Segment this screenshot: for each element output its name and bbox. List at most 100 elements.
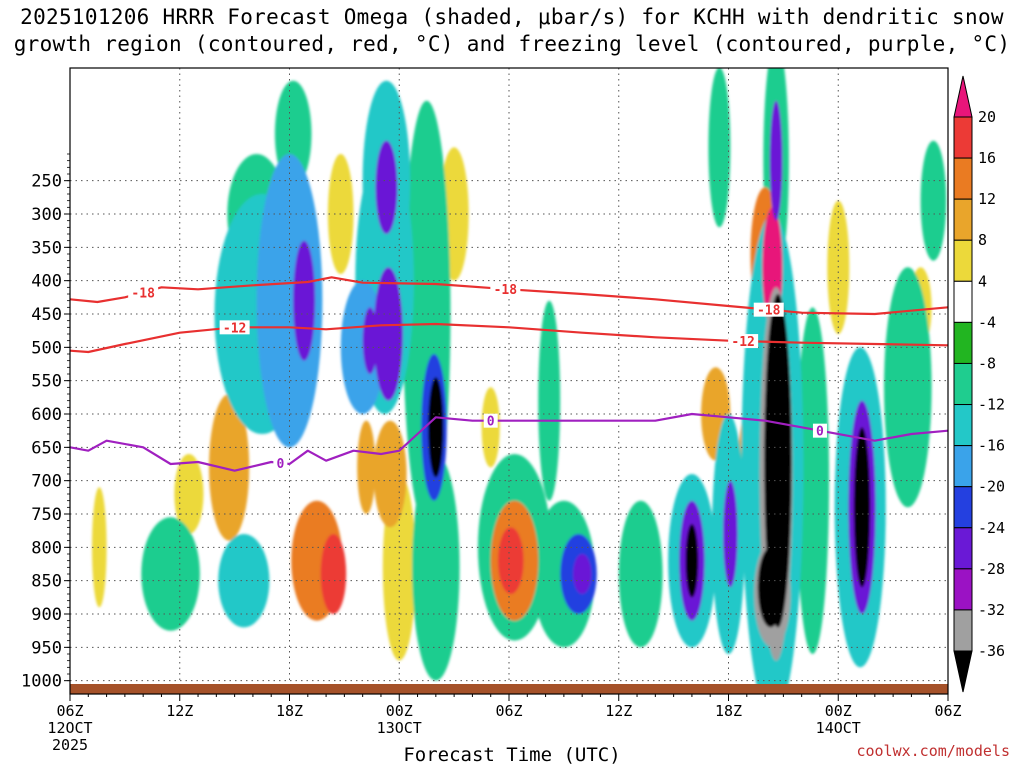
y-tick-label-650: 650: [31, 438, 62, 458]
y-tick-label-700: 700: [31, 472, 62, 492]
omega-cell-53: [723, 480, 738, 588]
x-tick-label-18-0: 00Z: [386, 702, 413, 720]
y-tick-label-950: 950: [31, 638, 62, 658]
temperature-contours: -18 -18 -18 -12 -12 0 0 0: [70, 276, 948, 472]
colorbar-label--20: -20: [978, 478, 1005, 496]
omega-cell-20: [708, 68, 731, 228]
omega-cell-39: [320, 534, 347, 614]
colorbar-label--4: -4: [978, 313, 996, 331]
y-tick-label-450: 450: [31, 305, 62, 325]
contour-label-bg: [483, 413, 498, 428]
contour-label-bg: [128, 285, 159, 300]
y-tick-label-1000: 1000: [21, 672, 62, 692]
colorbar-label--36: -36: [978, 642, 1005, 660]
chart-title: 2025101206 HRRR Forecast Omega (shaded, …: [0, 4, 1024, 58]
y-tick-label-350: 350: [31, 238, 62, 258]
omega-cell-47: [769, 100, 783, 221]
y-tick-label-800: 800: [31, 538, 62, 558]
x-tick-label-24-0: 06Z: [495, 702, 522, 720]
contour-label--12-1: -12: [731, 335, 754, 350]
contour-label-bg: [812, 423, 827, 438]
y-tick-label-600: 600: [31, 405, 62, 425]
y-tick-label-750: 750: [31, 505, 62, 525]
omega-cell-24: [884, 267, 932, 508]
omega-cell-49: [373, 267, 403, 401]
colorbar-label-8: 8: [978, 231, 987, 249]
contour-label-0-1: 0: [487, 415, 495, 430]
colorbar-label-4: 4: [978, 272, 987, 290]
colorbar-swatch-10: [953, 527, 973, 570]
colorbar-swatch-9: [953, 486, 973, 529]
colorbar-label-16: 16: [978, 149, 996, 167]
colorbar-top-extension: [953, 75, 973, 118]
title-line-1: 2025101206 HRRR Forecast Omega (shaded, …: [20, 5, 1004, 29]
contour-label-0-0: 0: [276, 457, 284, 472]
y-tick-label-400: 400: [31, 272, 62, 292]
colorbar-label--16: -16: [978, 437, 1005, 455]
y-tick-label-500: 500: [31, 338, 62, 358]
contour-label-bg: [219, 320, 250, 335]
x-axis-label: Forecast Time (UTC): [403, 744, 621, 766]
colorbar-swatch-12: [953, 609, 973, 652]
omega-cell-11: [209, 394, 250, 541]
colorbar-label-20: 20: [978, 108, 996, 126]
omega-cell-10: [141, 517, 200, 631]
omega-cell-59: [764, 294, 792, 628]
contour-line--12: [70, 322, 948, 354]
colorbar-swatch-3: [953, 239, 973, 282]
omega-cell-26: [357, 420, 376, 514]
colorbar-label--28: -28: [978, 560, 1005, 578]
contour-label-bg: [273, 456, 288, 470]
colorbar-swatch-11: [953, 568, 973, 611]
ground-strip: [70, 684, 948, 694]
colorbar-bottom-extension: [953, 650, 973, 693]
contour-line-0: [70, 412, 948, 472]
omega-cell-50: [375, 140, 398, 234]
contour-label-0-2: 0: [816, 425, 824, 440]
omega-cell-51: [573, 554, 592, 594]
colorbar-label--24: -24: [978, 519, 1005, 537]
colorbar-swatch-2: [953, 198, 973, 241]
omega-cell-42: [498, 527, 524, 594]
gridlines: [70, 68, 948, 684]
colorbar-swatch-4: [953, 280, 973, 323]
contour-label-bg: [728, 334, 759, 349]
contour-label--18-0: -18: [131, 286, 155, 301]
x-tick-label-6-0: 12Z: [166, 702, 193, 720]
colorbar-swatch-5: [953, 321, 973, 364]
y-tick-label-550: 550: [31, 372, 62, 392]
omega-cell-27: [412, 454, 460, 681]
colorbar: 20 16 12 8 4 -4 -8 -12 -16 -20 -24 -28 -32 -36: [953, 75, 1005, 693]
omega-shading: [92, 68, 947, 694]
contour-label--18-1: -18: [494, 283, 518, 298]
omega-cell-57: [428, 377, 444, 478]
omega-cell-25: [920, 140, 947, 261]
colorbar-label-12: 12: [978, 190, 996, 208]
omega-cell-31: [218, 534, 270, 628]
x-tick-label-30-0: 12Z: [605, 702, 632, 720]
title-line-2: growth region (contoured, red, °C) and f…: [13, 32, 1011, 56]
contour-label-bg: [753, 302, 784, 317]
x-tick-label-0-1: 12OCT: [47, 719, 92, 737]
y-tick-label-250: 250: [31, 172, 62, 192]
y-axis: 250 300 350 400 450 500 550 600 650 700 750 800 850 9…: [21, 153, 70, 692]
colorbar-swatch-1: [953, 157, 973, 200]
credit-text: coolwx.com/models: [856, 742, 1010, 760]
contour-label--18-2: -18: [757, 304, 781, 319]
omega-cell-46: [362, 307, 378, 375]
colorbar-label--32: -32: [978, 601, 1005, 619]
x-tick-label-42-1: 14OCT: [816, 719, 861, 737]
x-tick-label-48-0: 06Z: [934, 702, 961, 720]
x-tick-label-0-2: 2025: [52, 736, 88, 754]
omega-cell-14: [373, 420, 407, 528]
colorbar-swatch-8: [953, 445, 973, 488]
colorbar-swatch-0: [953, 116, 973, 159]
colorbar-swatch-7: [953, 404, 973, 447]
x-tick-label-42-0: 00Z: [825, 702, 852, 720]
omega-cell-0: [92, 487, 107, 608]
x-tick-label-36-0: 18Z: [715, 702, 742, 720]
omega-cell-48: [293, 240, 316, 361]
contour-label--12-0: -12: [223, 321, 246, 336]
